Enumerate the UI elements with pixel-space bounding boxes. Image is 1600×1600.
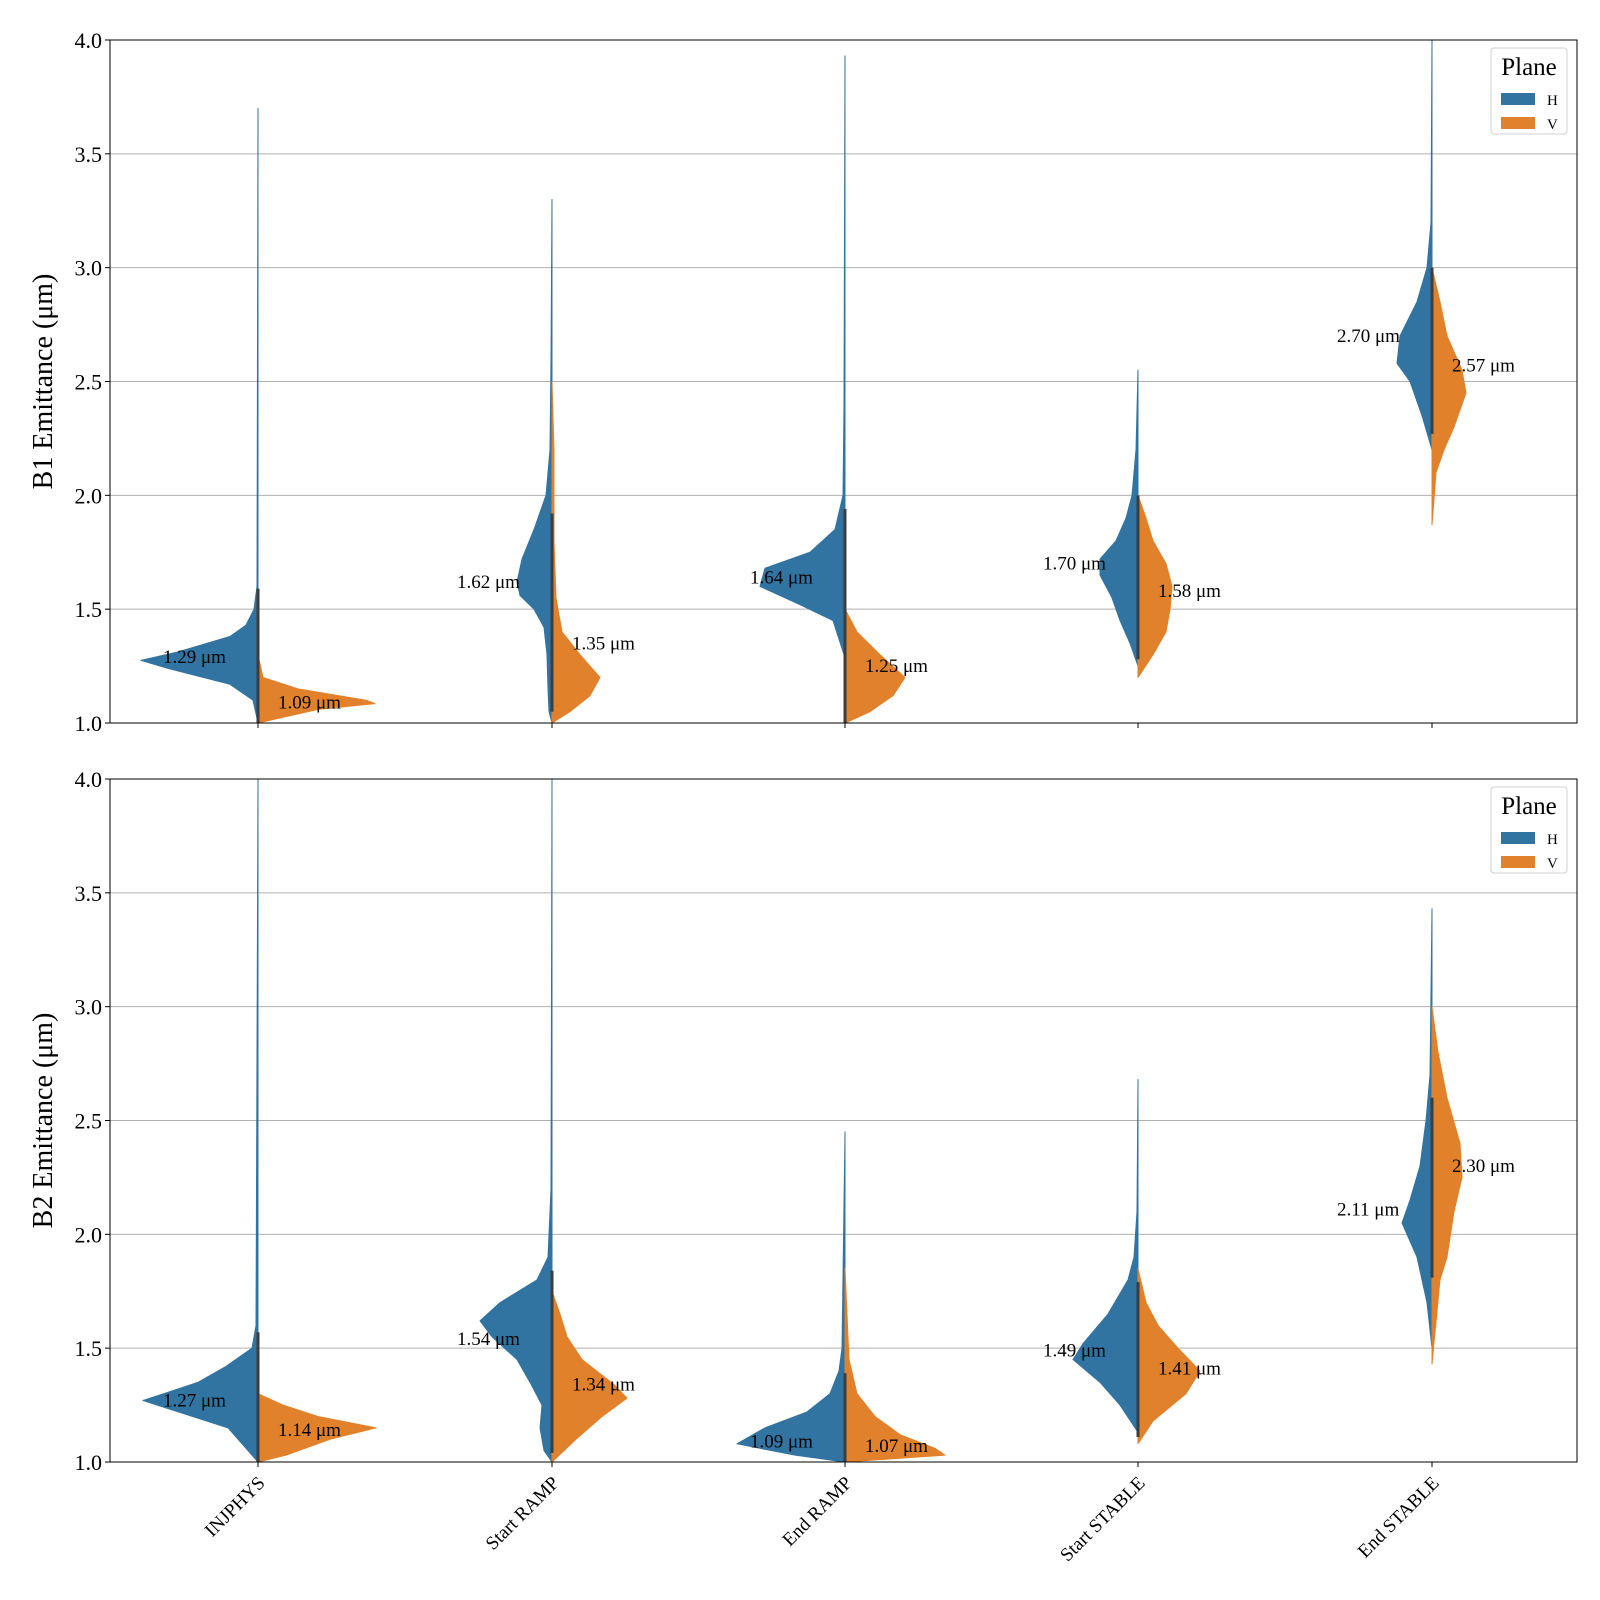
x-tick-label: INJPHYS xyxy=(201,1473,270,1542)
violin-half-v xyxy=(1431,1006,1463,1365)
median-label-h: 1.27 μm xyxy=(163,1391,226,1412)
median-label-v: 1.58 μm xyxy=(1158,581,1221,602)
median-label-v: 2.30 μm xyxy=(1452,1156,1515,1177)
violin-half-v xyxy=(844,608,906,724)
violin-half-v xyxy=(1137,1267,1201,1445)
median-label-v: 1.07 μm xyxy=(865,1436,928,1457)
panel-1: 1.0 1.5 2.0 2.5 3.0 3.5 4.0 B1 Emittance (μm) 1.… xyxy=(28,28,1578,736)
violin-injphys: 1.27 μm 1.14 μm xyxy=(142,778,377,1463)
violin-end-ramp: 1.09 μm 1.07 μm xyxy=(736,1131,946,1463)
median-label-v: 1.35 μm xyxy=(572,633,635,654)
y-tick-label: 1.0 xyxy=(75,1450,103,1475)
violin-half-h xyxy=(479,778,553,1463)
violin-half-h xyxy=(142,778,259,1463)
plot-frame xyxy=(109,778,1578,1463)
violin-half-v xyxy=(257,1393,377,1463)
legend-swatch-v xyxy=(1501,856,1535,868)
median-label-v: 1.25 μm xyxy=(865,656,928,677)
x-tick-label: Start STABLE xyxy=(1056,1473,1149,1566)
violin-half-h xyxy=(1396,39,1433,451)
y-tick-label: 2.5 xyxy=(75,370,103,395)
violin-injphys: 1.29 μm 1.09 μm xyxy=(140,107,376,724)
violin-start-ramp: 1.62 μm 1.35 μm xyxy=(457,198,635,724)
violin-start-stable: 1.70 μm 1.58 μm xyxy=(1043,369,1221,678)
y-tick-label: 4.0 xyxy=(75,767,103,792)
y-tick-label: 3.0 xyxy=(75,256,103,281)
y-axis-label: B2 Emittance (μm) xyxy=(28,1013,59,1229)
median-label-h: 1.70 μm xyxy=(1043,554,1106,575)
violin-half-h xyxy=(759,55,846,724)
violin-end-stable: 2.70 μm 2.57 μm xyxy=(1337,39,1515,526)
legend-label-h: H xyxy=(1547,93,1558,109)
legend-title: Plane xyxy=(1501,54,1557,81)
panel-2: 1.0 1.5 2.0 2.5 3.0 3.5 4.0 B2 Emittance (μm) 1.… xyxy=(28,767,1578,1475)
median-label-h: 1.29 μm xyxy=(163,647,226,668)
median-label-h: 2.11 μm xyxy=(1337,1199,1399,1220)
median-label-h: 1.09 μm xyxy=(750,1432,813,1453)
legend-label-v: V xyxy=(1547,856,1558,872)
y-tick-label: 3.5 xyxy=(75,142,103,167)
y-tick-label: 2.0 xyxy=(75,483,103,508)
median-label-v: 1.09 μm xyxy=(278,693,341,714)
legend-swatch-v xyxy=(1501,117,1535,129)
y-tick-label: 3.0 xyxy=(75,995,103,1020)
median-label-v: 1.41 μm xyxy=(1158,1359,1221,1380)
median-label-h: 1.64 μm xyxy=(750,567,813,588)
legend-box xyxy=(1490,47,1568,135)
violin-half-v xyxy=(844,1267,946,1463)
violin-start-stable: 1.49 μm 1.41 μm xyxy=(1043,1079,1221,1445)
violin-half-h xyxy=(1099,369,1139,667)
x-tick-label: End RAMP xyxy=(779,1473,857,1551)
median-label-h: 1.62 μm xyxy=(457,572,520,593)
y-tick-label: 1.5 xyxy=(75,597,103,622)
violin-half-v xyxy=(551,381,601,724)
violin-half-h xyxy=(736,1131,846,1463)
median-label-v: 1.14 μm xyxy=(278,1420,341,1441)
legend-box xyxy=(1490,786,1568,874)
plot-frame xyxy=(109,39,1578,724)
legend-swatch-h xyxy=(1501,93,1535,105)
median-label-v: 2.57 μm xyxy=(1452,356,1515,377)
violin-end-ramp: 1.64 μm 1.25 μm xyxy=(750,55,928,724)
legend-label-v: V xyxy=(1547,117,1558,133)
violin-half-h xyxy=(1072,1079,1139,1433)
violin-half-v xyxy=(1431,267,1467,526)
legend: Plane HV xyxy=(1490,786,1568,874)
violin-half-h xyxy=(516,198,553,724)
legend-label-h: H xyxy=(1547,832,1558,848)
violin-half-v xyxy=(257,654,376,724)
y-axis-label: B1 Emittance (μm) xyxy=(28,274,59,490)
legend: Plane HV xyxy=(1490,47,1568,135)
y-tick-label: 4.0 xyxy=(75,28,103,53)
x-tick-label: End STABLE xyxy=(1354,1473,1444,1563)
y-tick-label: 1.0 xyxy=(75,711,103,736)
violin-start-ramp: 1.54 μm 1.34 μm xyxy=(457,778,635,1463)
y-tick-label: 1.5 xyxy=(75,1336,103,1361)
violin-half-v xyxy=(551,1290,628,1463)
y-tick-label: 2.5 xyxy=(75,1109,103,1134)
legend-title: Plane xyxy=(1501,793,1557,820)
violin-half-h xyxy=(140,107,259,724)
median-label-h: 1.49 μm xyxy=(1043,1340,1106,1361)
median-label-h: 1.54 μm xyxy=(457,1329,520,1350)
y-tick-label: 2.0 xyxy=(75,1222,103,1247)
y-tick-label: 3.5 xyxy=(75,881,103,906)
violin-end-stable: 2.11 μm 2.30 μm xyxy=(1337,908,1515,1365)
legend-swatch-h xyxy=(1501,832,1535,844)
violin-half-v xyxy=(1137,494,1173,678)
median-label-v: 1.34 μm xyxy=(572,1375,635,1396)
x-tick-label: Start RAMP xyxy=(482,1473,564,1555)
median-label-h: 2.70 μm xyxy=(1337,326,1400,347)
violin-half-h xyxy=(1401,908,1433,1349)
